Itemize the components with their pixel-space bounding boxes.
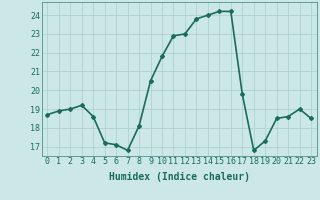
X-axis label: Humidex (Indice chaleur): Humidex (Indice chaleur)	[109, 172, 250, 182]
